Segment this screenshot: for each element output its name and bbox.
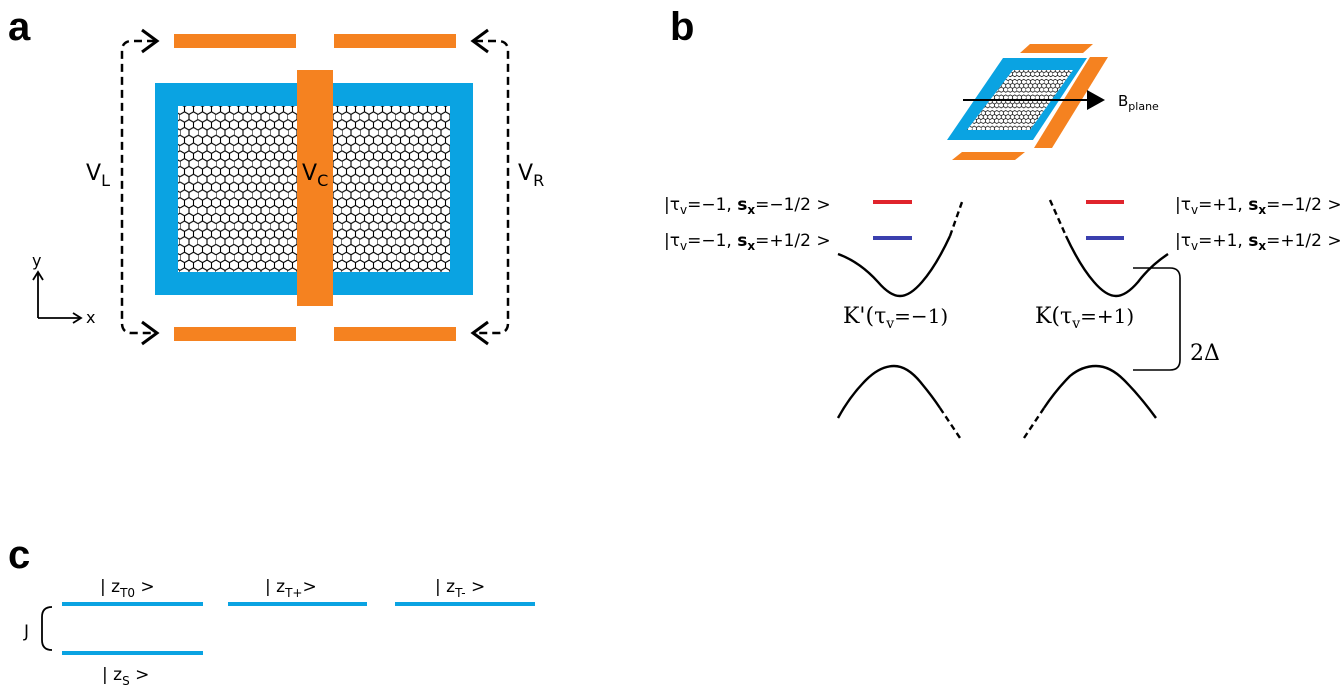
gate-top-left bbox=[174, 34, 296, 48]
x-axis-arrow-icon bbox=[72, 312, 83, 324]
tilted-central-gate bbox=[1034, 57, 1108, 148]
ket-right-bottom: |τv=+1, sx=+1/2 > bbox=[1175, 231, 1342, 253]
panel-a: a VL VC VR y x bbox=[8, 5, 544, 346]
bfield-label: Bplane bbox=[1118, 92, 1159, 113]
label-ztminus: | zT- > bbox=[435, 577, 485, 600]
tilted-gate-bottom bbox=[952, 152, 1025, 160]
vr-top-arrow-icon bbox=[470, 28, 489, 54]
gate-top-right bbox=[334, 34, 456, 48]
vc-label: VC bbox=[302, 161, 328, 190]
left-conduction-dashed bbox=[948, 201, 964, 237]
left-valence-dashed bbox=[939, 407, 961, 439]
vl-top-arrow-icon bbox=[141, 28, 160, 54]
vl-dashed-bracket bbox=[120, 39, 155, 335]
gap-bracket bbox=[1133, 267, 1181, 371]
right-conduction-dashed bbox=[1048, 199, 1068, 237]
panel-letter-c: c bbox=[8, 533, 30, 577]
gap-label: 2Δ bbox=[1190, 341, 1220, 366]
gate-bottom-left bbox=[174, 327, 296, 341]
tilted-device: Bplane bbox=[947, 44, 1159, 160]
y-axis-arrow-icon bbox=[32, 270, 44, 281]
label-zs: | zS > bbox=[102, 665, 149, 688]
j-bracket bbox=[41, 606, 53, 651]
valley-k-label: K(τv=+1) bbox=[1035, 304, 1134, 332]
label-zt0: | zT0 > bbox=[100, 577, 155, 600]
ket-right-top: |τv=+1, sx=−1/2 > bbox=[1175, 195, 1342, 217]
left-conduction-band bbox=[837, 235, 952, 298]
vr-label: VR bbox=[518, 161, 544, 190]
vr-dashed-bracket bbox=[475, 39, 510, 335]
vl-label: VL bbox=[86, 161, 110, 190]
panel-b: b Bplane |τv=−1, sx=−1/2 > |τv=−1, sx bbox=[664, 5, 1342, 439]
right-valence-dashed bbox=[1023, 407, 1045, 439]
panel-letter-a: a bbox=[8, 5, 31, 49]
valley-kprime-label: K'(τv=−1) bbox=[843, 304, 948, 332]
vl-bottom-arrow-icon bbox=[141, 320, 160, 346]
label-ztplus: | zT+> bbox=[265, 577, 317, 600]
central-gate bbox=[297, 70, 333, 306]
vr-bottom-arrow-icon bbox=[470, 320, 489, 346]
axis-y-label: y bbox=[32, 251, 41, 270]
axis-x-label: x bbox=[86, 308, 95, 327]
left-valence-band bbox=[836, 364, 941, 419]
panel-letter-b: b bbox=[670, 5, 694, 49]
ket-left-top: |τv=−1, sx=−1/2 > bbox=[664, 195, 831, 217]
gate-bottom-right bbox=[334, 327, 456, 341]
j-label: J bbox=[23, 622, 29, 642]
panel-c: c | zT0 > | zT+> | zT- > | zS > J bbox=[8, 533, 535, 688]
right-conduction-band bbox=[1064, 235, 1169, 298]
tilted-gate-top bbox=[1020, 44, 1093, 53]
ket-left-bottom: |τv=−1, sx=+1/2 > bbox=[664, 231, 831, 253]
right-valence-band bbox=[1043, 364, 1157, 419]
